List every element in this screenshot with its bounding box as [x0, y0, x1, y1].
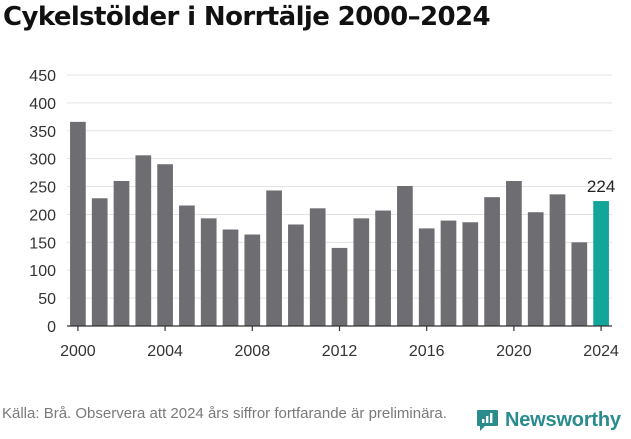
- bars: [70, 121, 609, 326]
- x-tick-label: 2020: [496, 343, 532, 360]
- brand-name: Newsworthy: [505, 409, 621, 431]
- y-tick-label: 400: [29, 96, 56, 113]
- bar: [549, 194, 566, 326]
- bar: [397, 185, 413, 326]
- bar: [527, 212, 544, 326]
- bar: [571, 242, 588, 326]
- bar: [179, 205, 195, 326]
- y-tick-label: 250: [29, 180, 56, 197]
- y-tick-label: 200: [29, 207, 56, 224]
- bar: [113, 180, 130, 326]
- y-tick-label: 0: [47, 319, 56, 336]
- x-tick-label: 2000: [60, 343, 96, 360]
- newsworthy-logo-icon: [477, 410, 498, 431]
- bar: [222, 229, 239, 326]
- bar: [353, 218, 370, 326]
- x-tick-label: 2024: [583, 343, 619, 360]
- bar: [506, 180, 522, 326]
- bar: [244, 234, 261, 326]
- bar: [91, 198, 108, 326]
- bar: [200, 218, 217, 326]
- bar: [70, 121, 86, 326]
- x-axis: [67, 325, 612, 331]
- bar: [440, 220, 457, 326]
- bar: [331, 247, 348, 326]
- data-labels: 224: [587, 177, 615, 196]
- chart-title: Cykelstölder i Norrtälje 2000–2024: [3, 2, 491, 32]
- bar: [266, 190, 282, 326]
- bar: [484, 197, 500, 326]
- bar: [309, 208, 326, 326]
- x-tick-label: 2008: [235, 343, 271, 360]
- bar: [462, 222, 479, 326]
- y-tick-label: 450: [29, 68, 56, 85]
- y-tick-label: 350: [29, 124, 56, 141]
- bar: [418, 228, 435, 326]
- y-tick-label: 50: [38, 291, 56, 308]
- x-tick-label: 2012: [322, 343, 358, 360]
- bar: [135, 155, 152, 326]
- bar: [288, 224, 304, 326]
- bar: [593, 201, 609, 326]
- y-axis-tick-labels: 0 50 100 150 200 250 300 350 400 450: [29, 68, 56, 336]
- newsworthy-logo[interactable]: Newsworthy: [476, 409, 621, 432]
- data-label: 224: [587, 177, 615, 196]
- y-tick-label: 150: [29, 235, 56, 252]
- source-note: Källa: Brå. Observera att 2024 års siffr…: [2, 405, 447, 422]
- x-tick-label: 2016: [409, 343, 445, 360]
- bar: [157, 164, 173, 326]
- bar: [375, 210, 391, 326]
- x-axis-tick-labels: 2000 2004 2008 2012 2016 2020 2024: [60, 343, 619, 360]
- bar-chart: 0 50 100 150 200 250 300 350 400 450 2000 2004 2008…: [29, 68, 619, 360]
- x-tick-label: 2004: [147, 343, 183, 360]
- y-tick-label: 100: [29, 263, 56, 280]
- y-tick-label: 300: [29, 152, 56, 169]
